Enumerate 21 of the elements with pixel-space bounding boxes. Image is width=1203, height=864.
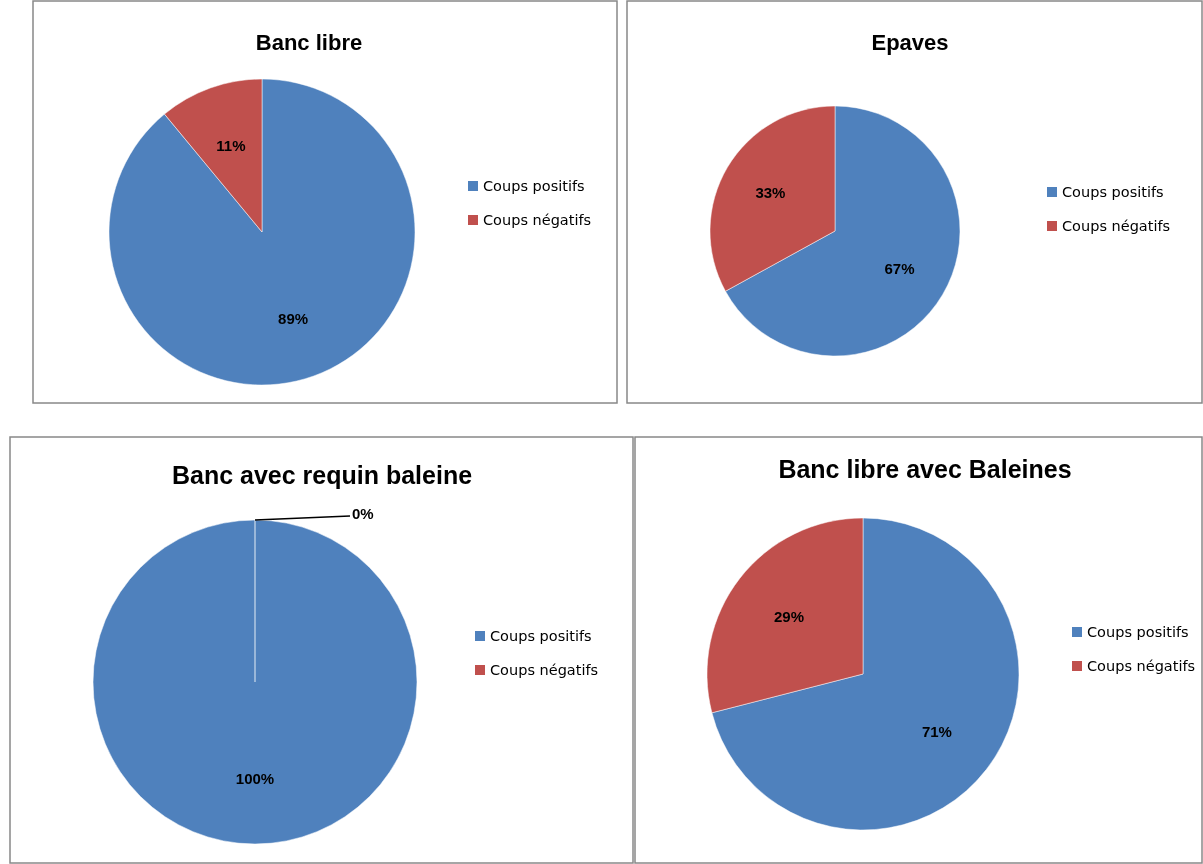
legend-label: Coups positifs (1062, 184, 1164, 201)
data-label: 100% (235, 770, 275, 788)
legend-label: Coups positifs (490, 628, 592, 645)
text: 0% (352, 505, 374, 522)
legend-label: Coups positifs (1087, 624, 1189, 641)
legend-label: Coups négatifs (483, 212, 592, 229)
data-label: 89% (278, 309, 309, 327)
data-label: 29% (774, 607, 805, 625)
chart-title: Banc avec requin baleine (171, 461, 473, 489)
legend-label: Coups positifs (483, 178, 585, 195)
legend-label: Coups négatifs (1062, 218, 1171, 235)
chart-title: Banc libre (255, 30, 363, 55)
data-label: 11% (216, 136, 246, 154)
data-label: 67% (884, 260, 915, 278)
legend-label: Coups négatifs (1087, 658, 1196, 675)
pie-slice (108, 78, 416, 386)
data-label: 71% (921, 722, 952, 740)
chart-title: Banc libre avec Baleines (778, 455, 1072, 483)
chart-title: Epaves (871, 30, 949, 55)
data-label: 33% (755, 184, 786, 202)
legend-label: Coups négatifs (490, 662, 599, 679)
